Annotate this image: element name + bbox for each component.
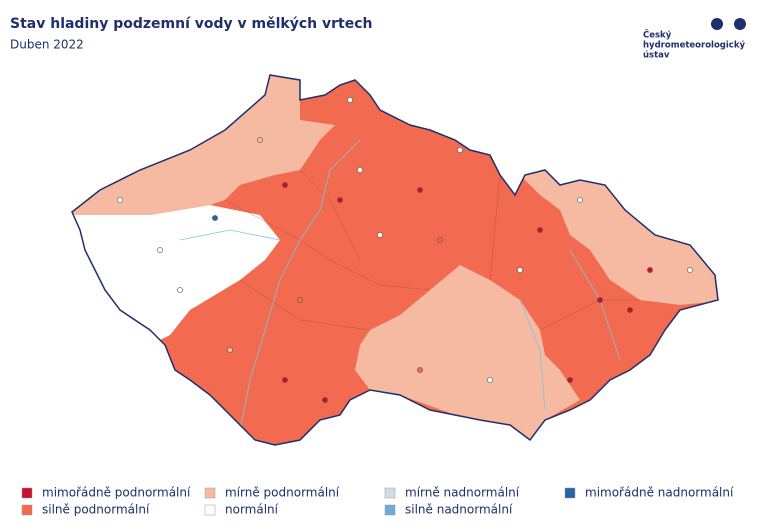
title: Stav hladiny podzemní vody v mělkých vrt… xyxy=(10,16,372,32)
logo-text: ústav xyxy=(643,51,670,61)
logo-mark xyxy=(711,18,723,30)
logo-mark xyxy=(734,18,746,30)
station xyxy=(297,297,303,303)
legend-swatch xyxy=(384,487,396,499)
stations xyxy=(117,97,693,403)
subtitle: Duben 2022 xyxy=(10,38,84,52)
station xyxy=(517,267,523,273)
legend-swatch xyxy=(204,504,216,516)
legend-swatch xyxy=(384,504,396,516)
station xyxy=(117,197,123,203)
station xyxy=(687,267,693,273)
legend-swatch xyxy=(564,487,576,499)
station xyxy=(337,197,343,203)
legend-label: normální xyxy=(225,503,279,517)
legend-label: mírně nadnormální xyxy=(405,486,520,500)
station xyxy=(647,267,653,273)
station xyxy=(457,147,463,153)
station xyxy=(567,377,573,383)
legend: mimořádně podnormální silně podnormální mí… xyxy=(21,486,734,517)
station xyxy=(437,237,443,243)
legend-label: silně podnormální xyxy=(42,503,150,517)
station xyxy=(257,137,263,143)
map xyxy=(71,74,719,446)
station xyxy=(322,397,328,403)
station xyxy=(537,227,543,233)
legend-swatch xyxy=(21,504,33,516)
legend-swatch xyxy=(204,487,216,499)
legend-label: mírně podnormální xyxy=(225,486,340,500)
station xyxy=(597,297,603,303)
legend-label: silně nadnormální xyxy=(405,503,513,517)
logo-text: hydrometeorologický xyxy=(643,41,745,51)
station xyxy=(487,377,493,383)
legend-swatch xyxy=(21,487,33,499)
legend-label: mimořádně podnormální xyxy=(42,486,191,500)
logo-text: Český xyxy=(643,29,672,41)
logo: Český hydrometeorologický ústav xyxy=(643,18,746,61)
station xyxy=(577,197,583,203)
station xyxy=(417,187,423,193)
station xyxy=(417,367,423,373)
station xyxy=(157,247,163,253)
station xyxy=(177,287,183,293)
boundaries xyxy=(224,169,640,331)
station xyxy=(282,377,288,383)
legend-label: mimořádně nadnormální xyxy=(585,486,734,500)
station xyxy=(377,232,383,238)
station xyxy=(627,307,633,313)
region xyxy=(520,160,718,305)
station xyxy=(347,97,353,103)
station xyxy=(227,347,233,353)
station xyxy=(282,182,288,188)
station xyxy=(357,167,363,173)
station xyxy=(212,215,218,221)
